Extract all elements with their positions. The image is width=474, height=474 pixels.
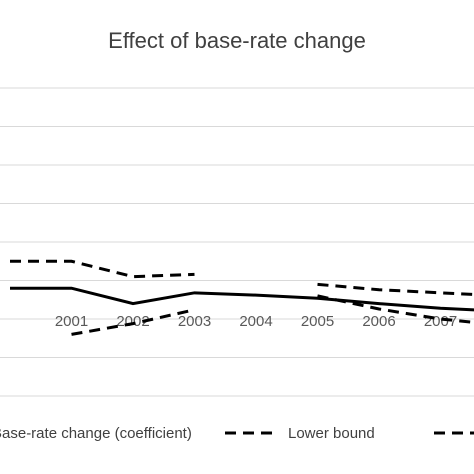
legend-label-1: Lower bound — [288, 425, 375, 442]
gridlines — [0, 87, 474, 397]
x-tick-label: 2007 — [424, 313, 457, 330]
x-tick-label: 2003 — [178, 313, 211, 330]
x-axis-tick-labels: 20012002200320042005200620072008 — [55, 313, 457, 330]
x-tick-label: 2006 — [362, 313, 395, 330]
legend: Base-rate change (coefficient) Lower boun… — [0, 425, 474, 442]
series-line-1 — [71, 308, 195, 336]
legend-label-0: Base-rate change (coefficient) — [0, 425, 192, 442]
x-tick-label: 2001 — [55, 313, 88, 330]
series-line-1 — [317, 294, 474, 324]
series-line-0 — [10, 286, 474, 312]
series-lines — [10, 259, 474, 336]
x-tick-label: 2005 — [301, 313, 334, 330]
series-line-2 — [10, 259, 195, 279]
x-tick-label: 2004 — [239, 313, 272, 330]
chart-title: Effect of base-rate change — [108, 28, 366, 53]
series-line-2 — [317, 282, 474, 296]
x-tick-label: 2002 — [116, 313, 149, 330]
